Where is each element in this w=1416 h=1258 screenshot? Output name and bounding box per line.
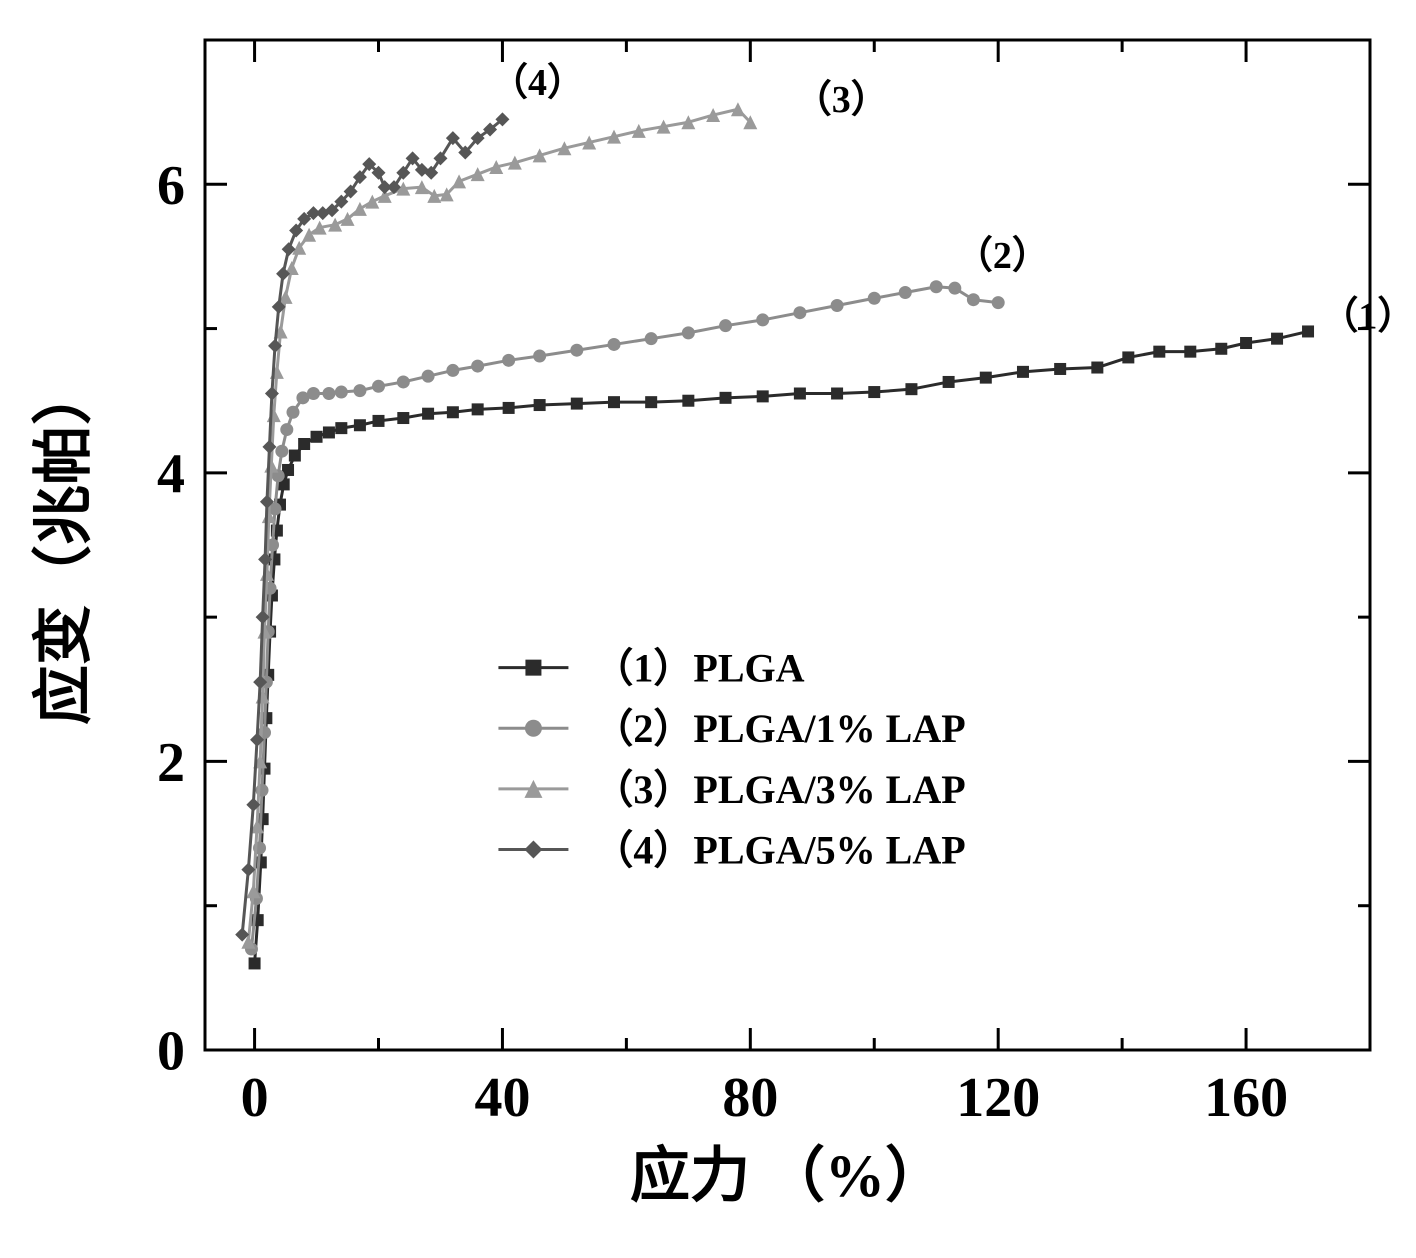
svg-text:（1）: （1） bbox=[1320, 296, 1415, 338]
svg-text:4: 4 bbox=[157, 443, 185, 505]
svg-text:160: 160 bbox=[1204, 1067, 1288, 1129]
legend-item-s2: （2）PLGA/1% LAP bbox=[593, 706, 965, 751]
legend: （1）PLGA （2）PLGA/1% LAP （3）PLGA/3% LAP （4）PL… bbox=[498, 646, 965, 873]
legend-item-s3: （3）PLGA/3% LAP bbox=[593, 767, 965, 812]
svg-text:2: 2 bbox=[157, 732, 185, 794]
y-axis-title: 应变（兆帕） bbox=[30, 365, 97, 725]
svg-text:（3）: （3） bbox=[794, 79, 889, 121]
legend-item-s1: （1）PLGA bbox=[593, 646, 804, 691]
legend-item-s4: （4）PLGA/5% LAP bbox=[593, 827, 965, 872]
x-axis-title: 应力 （%） bbox=[630, 1142, 945, 1209]
svg-text:40: 40 bbox=[474, 1067, 530, 1129]
svg-text:120: 120 bbox=[956, 1067, 1040, 1129]
svg-text:80: 80 bbox=[722, 1067, 778, 1129]
series-s4: （4） bbox=[235, 62, 585, 942]
svg-text:（2）: （2） bbox=[955, 235, 1050, 277]
stress-strain-chart: 0 40 80 120 160 0 2 4 6 应力 （%） 应变（兆帕） （1） （2） （3） （4） （… bbox=[0, 0, 1416, 1258]
chart-container: 0 40 80 120 160 0 2 4 6 应力 （%） 应变（兆帕） （1） （2） （3） （4） （… bbox=[0, 0, 1416, 1258]
svg-text:0: 0 bbox=[157, 1021, 185, 1083]
svg-text:0: 0 bbox=[241, 1067, 269, 1129]
series-s3: （3） bbox=[241, 79, 888, 949]
svg-text:6: 6 bbox=[157, 155, 185, 217]
svg-text:（4）: （4） bbox=[490, 62, 585, 104]
